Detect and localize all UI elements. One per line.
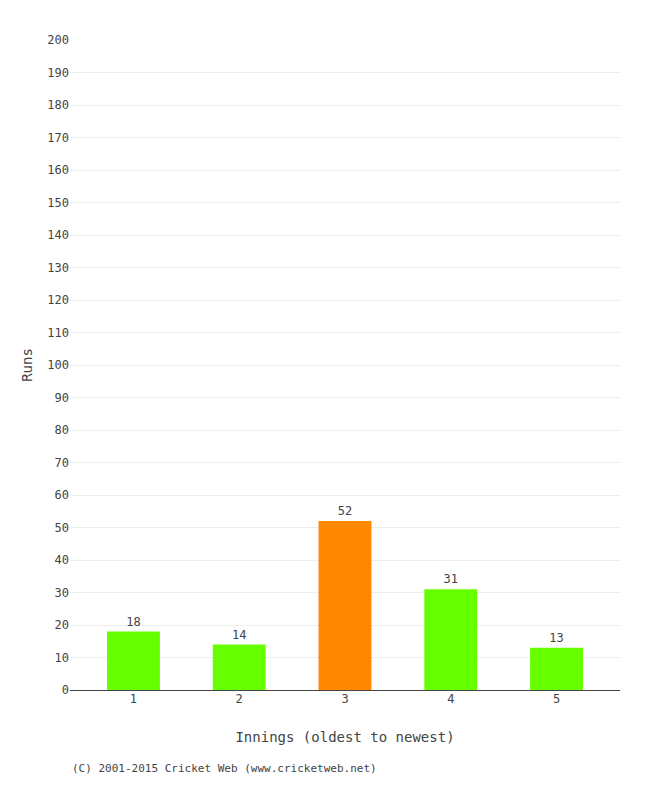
svg-text:10: 10: [55, 651, 69, 665]
svg-text:31: 31: [444, 572, 458, 586]
svg-text:190: 190: [47, 66, 69, 80]
svg-text:Runs: Runs: [19, 348, 35, 382]
svg-text:80: 80: [55, 423, 69, 437]
svg-text:100: 100: [47, 358, 69, 372]
svg-text:170: 170: [47, 131, 69, 145]
svg-text:130: 130: [47, 261, 69, 275]
svg-text:1: 1: [130, 692, 137, 706]
svg-text:18: 18: [126, 615, 140, 629]
svg-text:2: 2: [236, 692, 243, 706]
svg-text:5: 5: [553, 692, 560, 706]
svg-text:110: 110: [47, 326, 69, 340]
svg-text:120: 120: [47, 293, 69, 307]
svg-text:90: 90: [55, 391, 69, 405]
svg-text:160: 160: [47, 163, 69, 177]
svg-text:20: 20: [55, 618, 69, 632]
svg-text:200: 200: [47, 33, 69, 47]
svg-text:52: 52: [338, 504, 352, 518]
svg-text:50: 50: [55, 521, 69, 535]
svg-text:180: 180: [47, 98, 69, 112]
svg-text:40: 40: [55, 553, 69, 567]
svg-text:70: 70: [55, 456, 69, 470]
svg-text:14: 14: [232, 628, 246, 642]
svg-text:0: 0: [62, 683, 69, 697]
svg-text:Innings (oldest to newest): Innings (oldest to newest): [235, 729, 454, 745]
svg-text:3: 3: [341, 692, 348, 706]
svg-text:60: 60: [55, 488, 69, 502]
svg-text:13: 13: [549, 631, 563, 645]
svg-text:140: 140: [47, 228, 69, 242]
svg-text:30: 30: [55, 586, 69, 600]
svg-text:4: 4: [447, 692, 454, 706]
svg-text:150: 150: [47, 196, 69, 210]
svg-text:(C) 2001-2015 Cricket Web (www: (C) 2001-2015 Cricket Web (www.cricketwe…: [72, 762, 377, 775]
